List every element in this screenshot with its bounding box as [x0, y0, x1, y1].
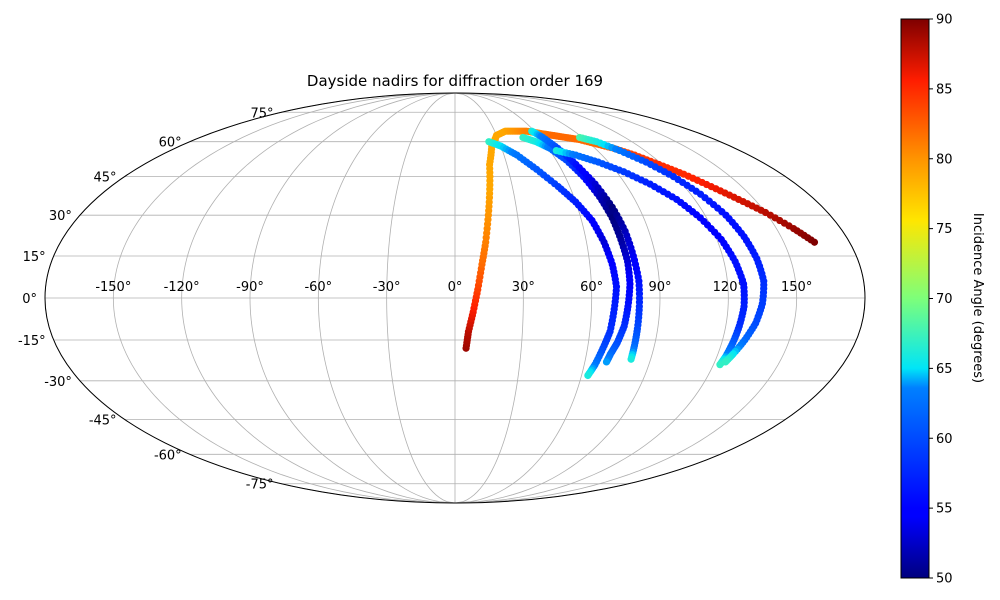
longitude-tick-label: 120°: [713, 280, 744, 295]
colorbar-label: Incidence Angle (degrees): [970, 213, 985, 383]
colorbar-tick-label: 60: [936, 432, 953, 447]
data-point: [602, 358, 611, 366]
latitude-tick-label: -60°: [154, 448, 182, 463]
colorbar-tick-label: 75: [936, 222, 953, 237]
latitude-tick-label: 45°: [94, 171, 117, 186]
latitude-tick-label: -75°: [246, 478, 274, 493]
latitude-tick-label: -15°: [18, 334, 46, 349]
longitude-tick-label: 30°: [512, 280, 535, 295]
colorbar-tick-label: 85: [936, 82, 953, 97]
colorbar-tick-label: 50: [936, 572, 953, 587]
scatter-points: [462, 127, 819, 380]
longitude-tick-label: -150°: [95, 280, 131, 295]
longitude-tick-label: -120°: [164, 280, 200, 295]
chart-title: Dayside nadirs for diffraction order 169: [307, 72, 603, 90]
data-point: [716, 361, 724, 369]
longitude-tick-label: 90°: [648, 280, 671, 295]
latitude-tick-label: 30°: [49, 209, 72, 224]
longitude-tick-labels: -150° -120° -90° -60° -30° 0° 30° 60° 90° 120° 150…: [95, 280, 812, 295]
colorbar-tick-label: 70: [936, 292, 953, 307]
colorbar-tick-label: 65: [936, 362, 953, 377]
longitude-tick-label: 60°: [580, 280, 603, 295]
colorbar-tick-label: 90: [936, 13, 953, 28]
longitude-tick-label: 150°: [781, 280, 812, 295]
longitude-tick-label: 0°: [448, 280, 463, 295]
colorbar-ticks: 50 55 60 65 70 75 80 85 90: [929, 13, 953, 587]
latitude-tick-label: -30°: [44, 375, 72, 390]
latitude-tick-label: 0°: [22, 292, 37, 307]
latitude-tick-labels: -75° -60° -45° -30° -15° 0° 15° 30° 45° 60° 75°: [18, 106, 274, 492]
colorbar-tick-label: 55: [936, 502, 953, 517]
longitude-tick-label: -90°: [236, 280, 264, 295]
map-boundary: [44, 92, 866, 504]
data-point: [721, 358, 730, 366]
latitude-tick-label: -45°: [89, 413, 117, 428]
latitude-tick-label: 15°: [23, 250, 46, 265]
colorbar: 50 55 60 65 70 75 80 85 90 Incidence Angle (degr…: [900, 13, 985, 587]
data-point: [810, 238, 819, 246]
latitude-tick-label: 75°: [250, 106, 273, 121]
longitude-tick-label: -30°: [373, 280, 401, 295]
colorbar-tick-label: 80: [936, 152, 953, 167]
data-point: [584, 371, 592, 380]
data-point: [627, 355, 635, 363]
latitude-tick-label: 60°: [159, 136, 182, 151]
colorbar-gradient: [900, 18, 930, 579]
longitude-tick-label: -60°: [304, 280, 332, 295]
